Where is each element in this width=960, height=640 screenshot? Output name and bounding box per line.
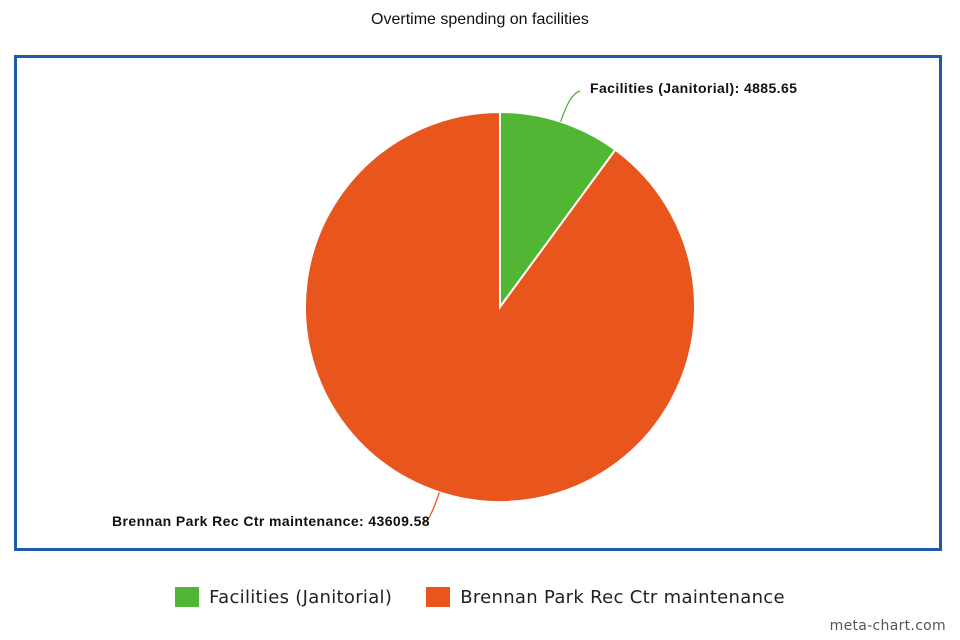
legend-label-brennan-park: Brennan Park Rec Ctr maintenance (460, 586, 785, 608)
leader-line-brennan-park (423, 492, 440, 524)
slice-labels: Facilities (Janitorial): 4885.65 Brennan … (112, 80, 797, 529)
leader-line-facilities-janitorial (560, 90, 581, 122)
legend-item-brennan-park[interactable]: Brennan Park Rec Ctr maintenance (426, 587, 785, 608)
plot-area-frame (14, 55, 942, 551)
legend: Facilities (Janitorial) Brennan Park Rec… (0, 583, 960, 611)
legend-swatch-facilities-janitorial (175, 587, 200, 607)
watermark: meta-chart.com (829, 618, 946, 634)
pie-slice-brennan-park[interactable] (304, 110, 696, 503)
legend-label-facilities-janitorial: Facilities (Janitorial) (209, 586, 393, 608)
pie-slice-facilities-janitorial[interactable] (499, 110, 617, 311)
slice-label-facilities-janitorial: Facilities (Janitorial): 4885.65 (590, 80, 797, 96)
legend-item-facilities-janitorial[interactable]: Facilities (Janitorial) (175, 587, 392, 608)
pie-slices (304, 110, 696, 503)
slice-label-brennan-park: Brennan Park Rec Ctr maintenance: 43609.… (112, 513, 430, 529)
label-leader-lines (423, 90, 581, 524)
chart-title: Overtime spending on facilities (371, 11, 589, 28)
legend-swatch-brennan-park (426, 587, 451, 607)
